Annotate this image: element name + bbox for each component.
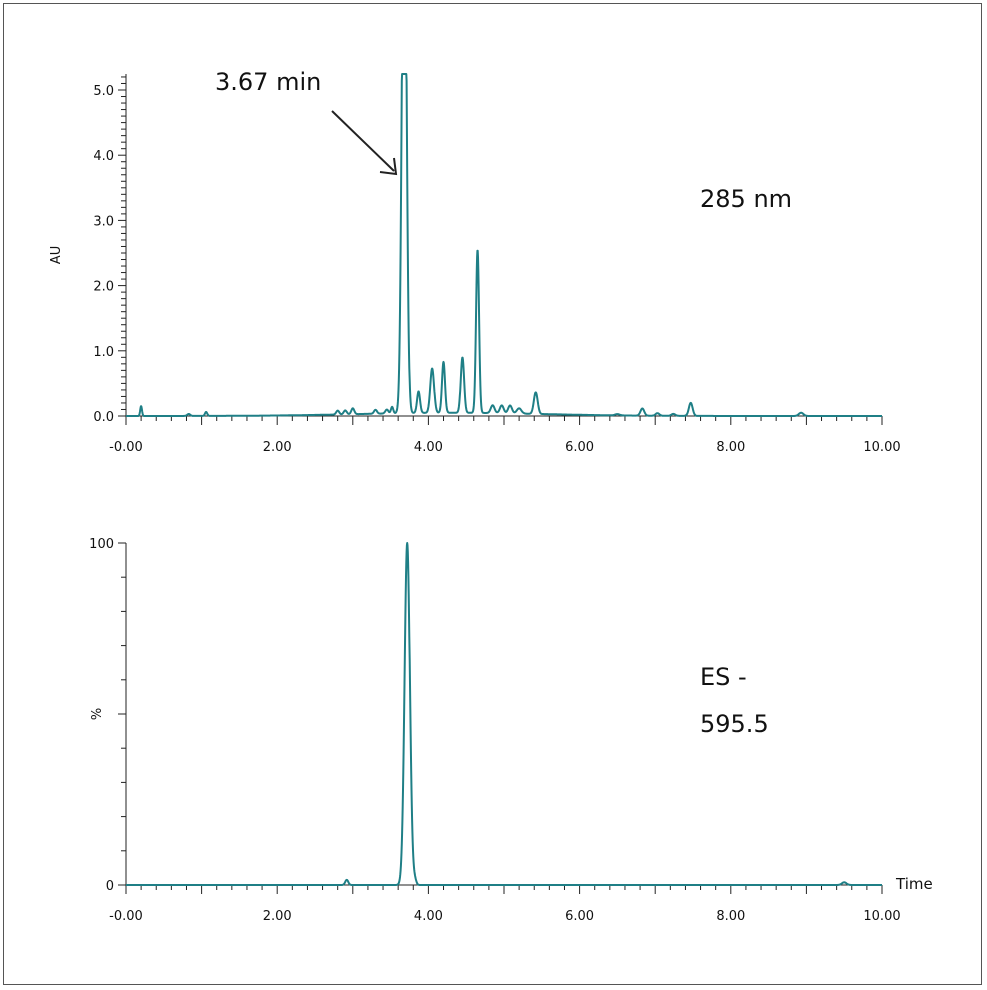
y-axis-label: % (90, 708, 105, 720)
x-tick-label: 8.00 (716, 909, 745, 924)
y-tick-label: 0.0 (93, 410, 114, 425)
figure-frame (3, 3, 982, 985)
y-tick-label: 0 (106, 879, 114, 894)
ms-mode-label: ES - (700, 663, 747, 691)
x-axis-label: Time (895, 875, 933, 893)
y-tick-label: 4.0 (93, 149, 114, 164)
chromatogram-trace (125, 542, 883, 886)
y-tick-label: 5.0 (93, 84, 114, 99)
ms-mass-label: 595.5 (700, 710, 769, 738)
y-tick-label: 1.0 (93, 345, 114, 360)
x-tick-label: 6.00 (565, 909, 594, 924)
y-tick-label: 3.0 (93, 214, 114, 229)
x-tick-label: 4.00 (414, 909, 443, 924)
peak-annotation: 3.67 min (215, 68, 321, 96)
x-tick-label: 10.00 (863, 909, 900, 924)
wavelength-label: 285 nm (700, 185, 792, 213)
y-tick-label: 2.0 (93, 280, 114, 295)
x-tick-label: -0.00 (109, 440, 143, 455)
x-tick-label: 2.00 (263, 909, 292, 924)
x-tick-label: -0.00 (109, 909, 143, 924)
x-tick-label: 4.00 (414, 440, 443, 455)
annotation-arrow (331, 110, 398, 176)
y-tick-label: 100 (89, 537, 114, 552)
uv-chromatogram-panel: 3.67 min 285 nm AU -0.00 2.00 4.00 6.00 8.00… (49, 68, 901, 455)
x-tick-label: 6.00 (565, 440, 594, 455)
x-tick-label: 2.00 (263, 440, 292, 455)
ms-chromatogram-panel: ES - 595.5 % Time -0.00 2.00 4.00 6.00 8.00 1… (89, 537, 933, 924)
x-tick-label: 8.00 (716, 440, 745, 455)
x-tick-label: 10.00 (863, 440, 900, 455)
y-axis-label: AU (49, 246, 64, 264)
chromatogram-trace (125, 73, 883, 417)
